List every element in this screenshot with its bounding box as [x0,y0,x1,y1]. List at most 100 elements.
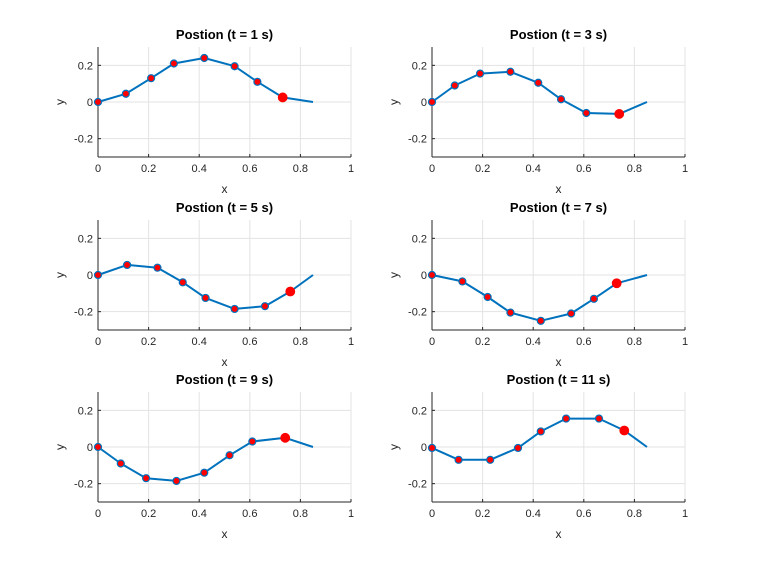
x-tick-label: 0.6 [242,508,257,520]
data-point [427,270,437,280]
data-point [486,455,495,464]
data-point [141,474,151,483]
data-point [450,81,459,90]
y-tick-label: 0.2 [412,405,427,417]
x-tick-label: 1 [348,163,354,175]
data-point [230,62,239,71]
x-tick-label: 0 [95,336,101,348]
x-tick-label: 0.2 [475,336,490,348]
y-tick-label: -0.2 [408,479,427,491]
subplot-title: Postion (t = 5 s) [176,200,273,215]
y-tick-label: 0 [421,442,427,454]
y-tick-label: 0.2 [412,60,427,72]
data-point [556,95,566,104]
subplot-2: 0 0.2 0.4 0.6 0.8 1 -0.2 0 0.2 Postion (t = 3 s) x… [387,27,688,196]
x-tick-label: 0.8 [627,508,642,520]
data-point [169,59,178,68]
data-point [536,316,545,325]
subplot-4: 0 0.2 0.4 0.6 0.8 1 -0.2 0 0.2 Postion (t = 7 s) x… [387,200,688,369]
x-tick-label: 0.2 [475,508,490,520]
x-axis-label: x [556,182,562,196]
x-tick-label: 0.6 [576,163,591,175]
data-point [427,443,437,453]
data-point [230,304,239,314]
data-point [93,270,103,280]
y-axis-label: y [53,272,67,278]
x-tick-label: 1 [348,508,354,520]
y-axis-label: y [53,444,67,450]
x-tick-label: 0 [95,163,101,175]
data-point [582,108,591,118]
data-point [611,278,622,289]
data-point [589,294,599,303]
x-tick-label: 0.6 [242,336,257,348]
x-tick-label: 0.6 [576,336,591,348]
data-point [506,308,515,317]
x-axis-label: x [556,527,562,541]
data-point [200,53,209,63]
data-point [93,97,103,107]
data-point [116,459,125,468]
subplot-title: Postion (t = 3 s) [510,27,607,42]
x-tick-label: 0.4 [192,336,207,348]
x-tick-label: 0.2 [141,163,156,175]
subplot-5: 0 0.2 0.4 0.6 0.8 1 -0.2 0 0.2 Postion (t = 9 s) x… [53,372,354,541]
x-tick-label: 0.4 [192,163,207,175]
x-tick-label: 0.2 [475,163,490,175]
x-tick-label: 0.8 [293,163,308,175]
y-tick-label: -0.2 [74,307,93,319]
x-tick-label: 0 [429,508,435,520]
data-point [178,278,187,287]
y-tick-label: -0.2 [408,307,427,319]
subplot-title: Postion (t = 7 s) [510,200,607,215]
data-point [280,432,291,443]
data-point [483,292,492,302]
subplot-1: 0 0.2 0.4 0.6 0.8 1 -0.2 0 0.2 Postion (t = 1 s) x… [53,27,354,196]
data-point [454,455,463,464]
y-axis-label: y [53,99,67,105]
x-tick-label: 1 [348,336,354,348]
x-tick-label: 0 [429,336,435,348]
y-tick-label: 0 [421,270,427,282]
y-tick-label: 0 [87,270,93,282]
x-axis-label: x [222,527,228,541]
x-tick-label: 0.6 [576,508,591,520]
data-point [427,97,437,107]
data-point [121,89,130,98]
y-tick-label: 0.2 [78,405,93,417]
data-point [594,414,604,423]
y-tick-label: -0.2 [408,134,427,146]
data-point [567,309,576,318]
data-point [277,92,288,103]
x-tick-label: 0 [95,508,101,520]
x-tick-label: 0.6 [242,163,257,175]
x-axis-label: x [222,355,228,369]
y-axis-label: y [387,272,401,278]
x-tick-label: 0.4 [192,508,207,520]
x-tick-label: 0.8 [627,336,642,348]
data-point [200,468,209,477]
data-point [172,476,181,486]
data-point [122,260,132,270]
data-point [93,442,103,452]
data-point [561,414,571,423]
data-point [147,74,156,83]
subplot-3: 0 0.2 0.4 0.6 0.8 1 -0.2 0 0.2 Postion (t = 5 s) x… [53,200,354,369]
x-tick-label: 1 [682,508,688,520]
data-point [506,67,515,76]
x-tick-label: 1 [682,336,688,348]
y-tick-label: -0.2 [74,479,93,491]
subplot-title: Postion (t = 9 s) [176,372,273,387]
y-tick-label: 0.2 [78,60,93,72]
y-tick-label: 0 [421,97,427,109]
data-point [619,425,630,436]
y-tick-label: 0 [87,97,93,109]
y-tick-label: 0.2 [78,233,93,245]
x-tick-label: 0 [429,163,435,175]
data-point [534,78,543,87]
x-axis-label: x [556,355,562,369]
x-axis-label: x [222,182,228,196]
data-point [260,302,270,311]
data-point [285,286,296,297]
